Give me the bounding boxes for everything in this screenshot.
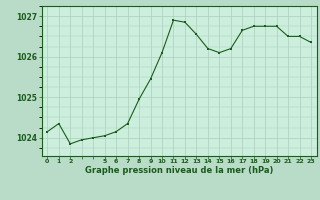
X-axis label: Graphe pression niveau de la mer (hPa): Graphe pression niveau de la mer (hPa) (85, 166, 273, 175)
